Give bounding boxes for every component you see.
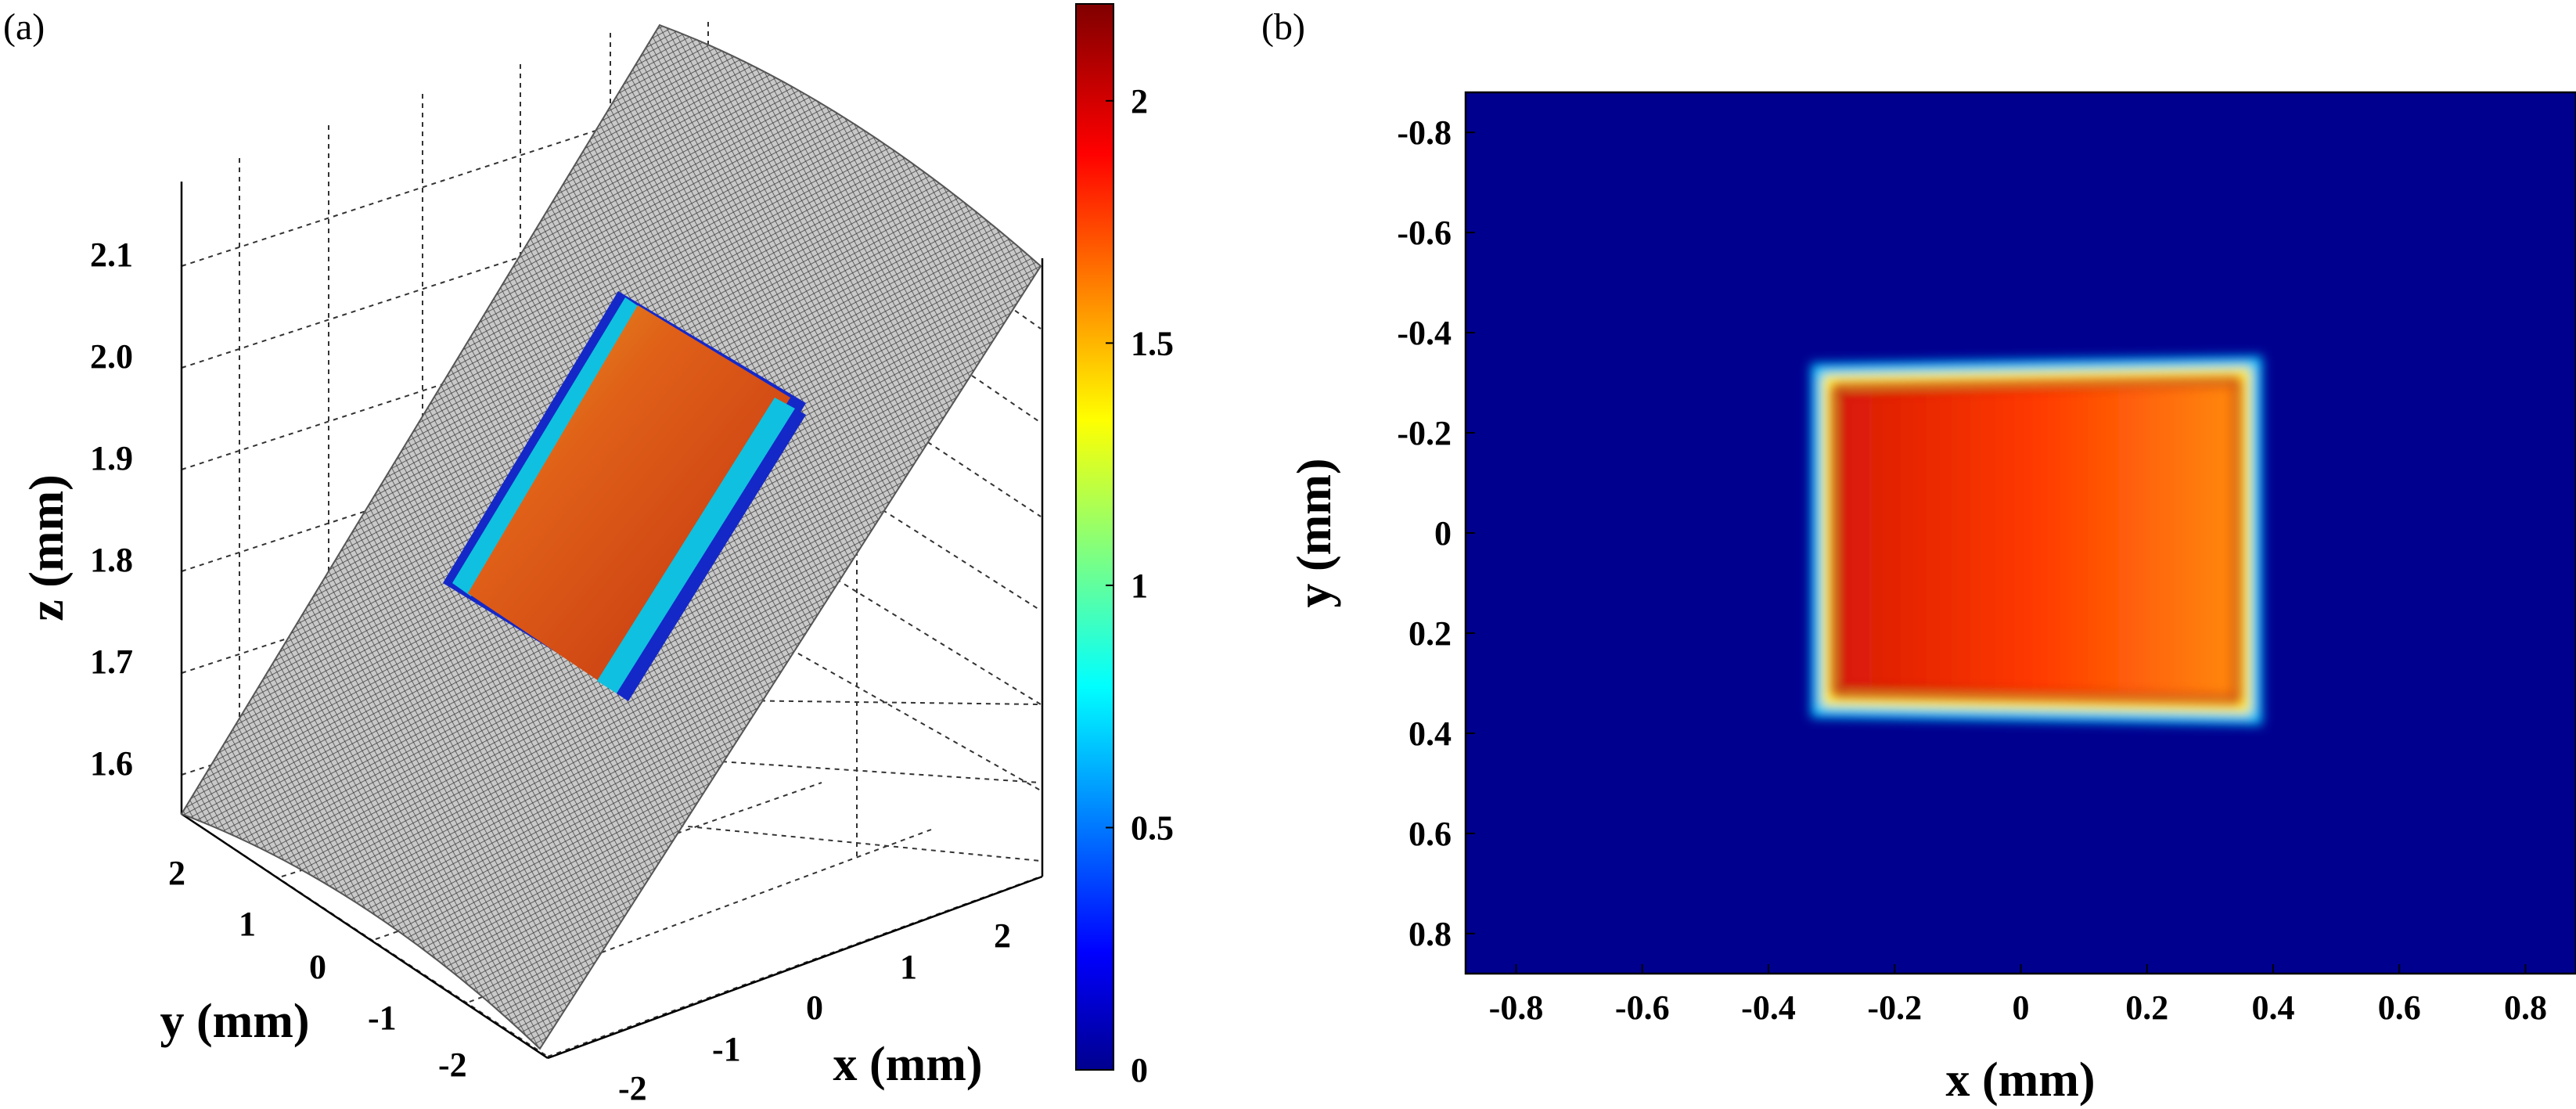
panel-b-label: (b): [1261, 6, 1305, 48]
x-tick: 2: [994, 916, 1011, 955]
x-axis-label: x (mm): [833, 1038, 982, 1091]
heatmap-y-axis-label: y (mm): [1288, 458, 1341, 607]
z-axis-ticks: 2.1 2.0 1.9 1.8 1.7 1.6: [90, 236, 133, 783]
z-tick: 1.7: [90, 643, 133, 681]
heatmap-y-tick-label: -0.8: [1397, 113, 1452, 152]
y-axis-label: y (mm): [160, 995, 309, 1048]
heatmap-x-axis-label: x (mm): [1945, 1053, 2095, 1107]
x-tick: -1: [712, 1030, 741, 1068]
heatmap-y-tick-label: 0.8: [1409, 915, 1452, 953]
panel-a-label: (a): [3, 6, 45, 48]
heatmap-x-tick-label: -0.4: [1741, 988, 1796, 1027]
x-tick: -2: [618, 1069, 647, 1107]
colorbar-ticks: 2 1.5 1 0.5 0: [1106, 82, 1174, 1089]
heatmap-x-tick-label: -0.6: [1615, 988, 1670, 1027]
colorbar-tick-label: 0.5: [1131, 808, 1174, 847]
y-tick: -1: [368, 999, 397, 1037]
box-frame: [180, 182, 1044, 1060]
colorbar-tick-label: 1: [1131, 567, 1148, 605]
colorbar-tick-label: 1.5: [1131, 324, 1174, 362]
heatmap-rect-interior: [1834, 380, 2239, 702]
y-tick: -2: [438, 1046, 467, 1084]
y-tick: 0: [309, 948, 326, 986]
colorbar-tick-label: 2: [1131, 82, 1148, 121]
heatmap-y-tick-label: -0.2: [1397, 414, 1452, 452]
z-tick: 1.9: [90, 439, 133, 477]
colorbar: 2 1.5 1 0.5 0: [1075, 3, 1174, 1089]
colorbar-tick-label: 0: [1131, 1051, 1148, 1089]
heatmap-x-tick-label: 0.6: [2378, 988, 2421, 1027]
heatmap-x-tick-label: -0.2: [1867, 988, 1922, 1027]
heatmap-y-tick-label: 0.6: [1409, 815, 1452, 853]
z-tick: 2.1: [90, 236, 133, 274]
z-tick: 1.8: [90, 541, 133, 579]
z-axis-label: z (mm): [20, 474, 74, 621]
x-tick: 1: [900, 948, 917, 986]
heatmap-y-tick-label: -0.6: [1397, 214, 1452, 252]
y-tick: 2: [168, 854, 185, 892]
heatmap-x-ticks: -0.8 -0.6 -0.4 -0.2 0 0.2 0.4 0.6 0.8: [1489, 964, 2547, 1027]
heatmap-rect-rim: [1832, 376, 2241, 704]
x-tick: 0: [806, 988, 823, 1027]
heatmap-y-tick-label: 0.2: [1409, 614, 1452, 653]
heatmap-y-tick-label: -0.4: [1397, 314, 1452, 352]
heatmap-y-ticks: -0.8 -0.6 -0.4 -0.2 0 0.2 0.4 0.6 0.8: [1397, 113, 1475, 953]
y-axis-ticks: 2 1 0 -1 -2: [168, 854, 467, 1084]
heatmap-x-tick-label: 0.2: [2125, 988, 2168, 1027]
panel-a: (a): [3, 3, 1174, 1107]
heatmap-x-tick-label: 0.8: [2504, 988, 2547, 1027]
colorbar-gradient: [1075, 3, 1114, 1071]
panel-b: (b) -0.8 -0.6 -0.4 -0.2 0 0.2 0.4 0.6 0.8 -0.8-0…: [1261, 6, 2576, 1107]
x-axis-ticks: -2 -1 0 1 2: [618, 916, 1011, 1107]
heatmap-x-tick-label: 0: [2013, 988, 2030, 1027]
heatmap-y-tick-label: 0: [1434, 514, 1452, 553]
heatmap-x-tick-label: -0.8: [1489, 988, 1544, 1027]
heatmap-x-tick-label: 0.4: [2252, 988, 2295, 1027]
heatmap-y-tick-label: 0.4: [1409, 715, 1452, 753]
heatmap-image: [1466, 92, 2576, 974]
z-tick: 2.0: [90, 337, 133, 376]
colored-patch: [443, 291, 806, 701]
y-tick: 1: [239, 905, 256, 943]
z-tick: 1.6: [90, 744, 133, 783]
